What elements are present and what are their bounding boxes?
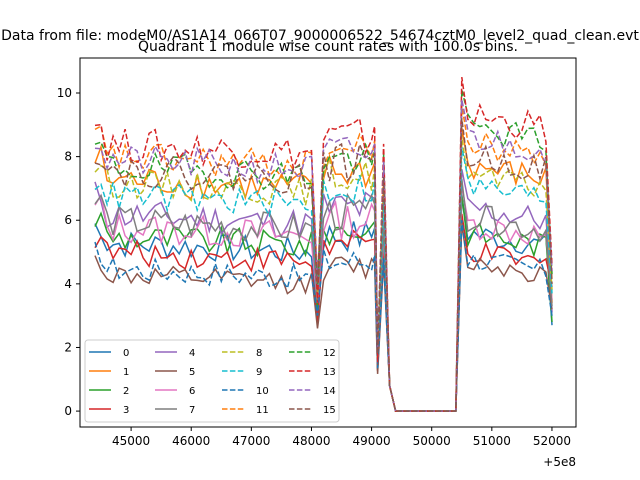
legend-label-9: 9 xyxy=(256,367,262,378)
figure-suptitle: Data from file: modeM0/AS1A14_066T07_900… xyxy=(1,28,639,44)
legend-label-1: 1 xyxy=(123,367,129,378)
y-tick-label: 0 xyxy=(64,404,72,418)
series-line-1 xyxy=(94,127,553,412)
series-line-10 xyxy=(94,220,553,412)
series-line-3 xyxy=(94,213,553,412)
legend-label-15: 15 xyxy=(323,405,336,416)
series-layer xyxy=(94,76,553,412)
legend-label-11: 11 xyxy=(256,405,269,416)
x-offset-label: +5e8 xyxy=(543,455,576,469)
series-line-15 xyxy=(94,118,553,412)
x-tick-label: 52000 xyxy=(533,434,571,448)
x-tick-label: 46000 xyxy=(172,434,210,448)
legend-label-14: 14 xyxy=(323,386,336,397)
legend-label-0: 0 xyxy=(123,348,129,359)
axes-frame xyxy=(79,57,577,428)
x-tick-label: 45000 xyxy=(112,434,150,448)
x-tick-label: 49000 xyxy=(352,434,390,448)
x-axis: 45000 46000 47000 48000 49000 50000 51000 52000 xyxy=(112,427,571,448)
y-tick-label: 4 xyxy=(64,277,72,291)
x-tick-label: 50000 xyxy=(413,434,451,448)
y-tick-label: 6 xyxy=(64,213,72,227)
x-tick-label: 48000 xyxy=(292,434,330,448)
chart-title: Quadrant 1 module wise count rates with … xyxy=(138,39,518,55)
legend-label-13: 13 xyxy=(323,367,336,378)
y-axis: 0 2 4 6 8 10 xyxy=(57,86,80,418)
series-line-9 xyxy=(94,146,553,412)
legend-label-4: 4 xyxy=(189,348,195,359)
legend-label-3: 3 xyxy=(123,405,129,416)
legend-label-7: 7 xyxy=(189,405,195,416)
legend-frame xyxy=(84,339,340,423)
series-line-7 xyxy=(94,178,553,412)
legend-label-6: 6 xyxy=(189,386,195,397)
series-line-11 xyxy=(94,105,553,412)
y-tick-label: 2 xyxy=(64,340,72,354)
series-line-14 xyxy=(94,99,553,412)
series-line-0 xyxy=(94,194,553,412)
y-tick-label: 10 xyxy=(57,86,72,100)
x-tick-label: 51000 xyxy=(473,434,511,448)
legend-label-12: 12 xyxy=(323,348,336,359)
series-line-13 xyxy=(94,76,553,412)
legend-label-10: 10 xyxy=(256,386,269,397)
y-tick-label: 8 xyxy=(64,150,72,164)
x-tick-label: 47000 xyxy=(232,434,270,448)
series-line-12 xyxy=(94,89,553,412)
legend-label-2: 2 xyxy=(123,386,129,397)
legend-label-5: 5 xyxy=(189,367,195,378)
legend-label-8: 8 xyxy=(256,348,262,359)
